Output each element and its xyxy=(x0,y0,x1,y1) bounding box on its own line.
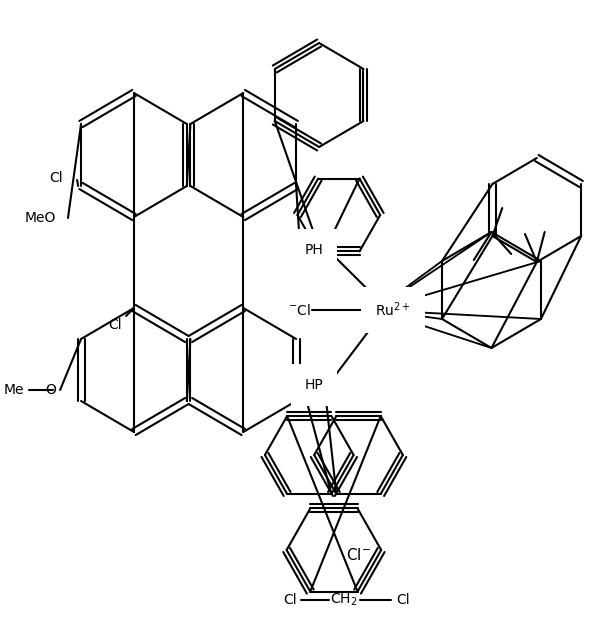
Text: methoxy: methoxy xyxy=(63,123,70,124)
Text: PH: PH xyxy=(305,243,323,257)
Text: Cl: Cl xyxy=(283,593,296,607)
Text: HP: HP xyxy=(305,378,323,392)
Text: CH$_2$: CH$_2$ xyxy=(330,592,358,608)
Text: Meth: Meth xyxy=(29,389,32,390)
Text: Cl$^{-}$: Cl$^{-}$ xyxy=(346,547,371,563)
Text: Ru$^{2+}$: Ru$^{2+}$ xyxy=(375,301,411,319)
Text: Cl: Cl xyxy=(108,318,122,332)
Text: O: O xyxy=(45,383,56,397)
Text: Cl: Cl xyxy=(396,593,410,607)
Text: methoxy: methoxy xyxy=(60,214,67,215)
Text: $^{-}$Cl: $^{-}$Cl xyxy=(288,303,311,317)
Text: Me: Me xyxy=(3,383,24,397)
Text: Cl: Cl xyxy=(49,171,64,185)
Text: MeO: MeO xyxy=(25,211,56,225)
